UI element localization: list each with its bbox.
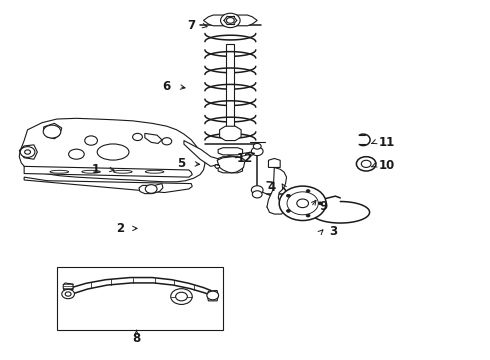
Circle shape bbox=[251, 186, 263, 194]
Ellipse shape bbox=[50, 170, 69, 173]
Text: 9: 9 bbox=[319, 201, 327, 213]
Polygon shape bbox=[19, 145, 37, 159]
Circle shape bbox=[162, 138, 172, 145]
Ellipse shape bbox=[69, 149, 84, 159]
Text: 12: 12 bbox=[237, 152, 253, 165]
Circle shape bbox=[171, 289, 192, 305]
Circle shape bbox=[318, 202, 322, 205]
Polygon shape bbox=[203, 15, 257, 26]
Text: 5: 5 bbox=[177, 157, 186, 170]
Polygon shape bbox=[184, 140, 220, 166]
Polygon shape bbox=[218, 148, 243, 155]
Circle shape bbox=[207, 291, 219, 300]
Circle shape bbox=[146, 185, 157, 193]
Polygon shape bbox=[139, 184, 163, 194]
Circle shape bbox=[252, 191, 262, 198]
Ellipse shape bbox=[114, 170, 132, 173]
Text: 2: 2 bbox=[116, 222, 124, 235]
Ellipse shape bbox=[97, 144, 129, 160]
Text: 4: 4 bbox=[268, 181, 276, 194]
Circle shape bbox=[133, 134, 143, 140]
Polygon shape bbox=[207, 291, 218, 301]
Polygon shape bbox=[218, 157, 243, 164]
Circle shape bbox=[43, 125, 61, 138]
Text: 8: 8 bbox=[132, 332, 141, 345]
Text: 6: 6 bbox=[163, 80, 171, 93]
Ellipse shape bbox=[146, 170, 164, 173]
Circle shape bbox=[356, 157, 376, 171]
Circle shape bbox=[279, 186, 326, 221]
Circle shape bbox=[306, 190, 310, 193]
Polygon shape bbox=[226, 44, 234, 137]
Text: 1: 1 bbox=[92, 163, 100, 176]
Polygon shape bbox=[217, 157, 245, 173]
Circle shape bbox=[251, 147, 263, 156]
Circle shape bbox=[220, 13, 240, 28]
Circle shape bbox=[287, 192, 318, 215]
Circle shape bbox=[20, 147, 35, 157]
Polygon shape bbox=[19, 118, 205, 182]
Circle shape bbox=[253, 143, 261, 149]
Text: 10: 10 bbox=[379, 159, 395, 172]
Polygon shape bbox=[44, 123, 62, 139]
Polygon shape bbox=[215, 165, 220, 168]
Circle shape bbox=[287, 194, 291, 197]
Polygon shape bbox=[145, 134, 162, 143]
Text: 7: 7 bbox=[187, 19, 196, 32]
Circle shape bbox=[62, 289, 74, 299]
Circle shape bbox=[226, 18, 234, 23]
Polygon shape bbox=[267, 167, 287, 214]
Circle shape bbox=[306, 214, 310, 217]
Circle shape bbox=[24, 150, 30, 154]
Circle shape bbox=[65, 292, 71, 296]
Text: 11: 11 bbox=[379, 136, 395, 149]
Circle shape bbox=[85, 136, 98, 145]
Circle shape bbox=[175, 292, 187, 301]
Polygon shape bbox=[24, 177, 192, 193]
Polygon shape bbox=[218, 166, 243, 173]
Polygon shape bbox=[269, 158, 280, 167]
Text: 3: 3 bbox=[329, 225, 337, 238]
Polygon shape bbox=[220, 126, 241, 140]
Circle shape bbox=[361, 160, 371, 167]
Polygon shape bbox=[63, 283, 73, 292]
Ellipse shape bbox=[82, 170, 100, 173]
Polygon shape bbox=[24, 166, 192, 177]
Circle shape bbox=[287, 210, 291, 212]
Circle shape bbox=[297, 199, 309, 208]
